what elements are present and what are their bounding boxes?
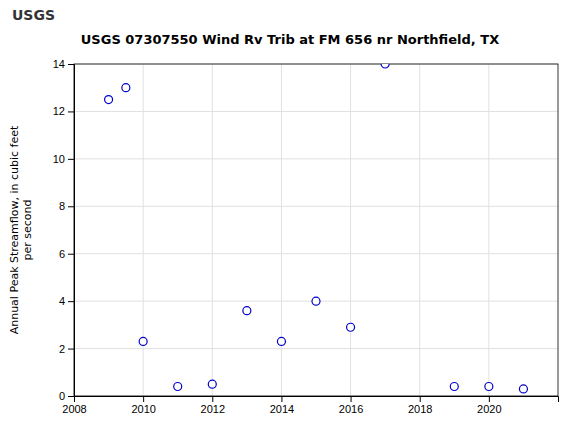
x-tick-mark [351, 396, 352, 402]
point [105, 96, 113, 104]
x-tick: 2014 [270, 396, 294, 415]
grid-line-y [74, 158, 558, 159]
point [312, 297, 320, 305]
grid-line-x [212, 64, 213, 396]
y-tick: 6 [59, 248, 74, 260]
grid-line-x [419, 64, 420, 396]
x-tick: 2010 [131, 396, 155, 415]
y-tick-label: 4 [59, 295, 65, 307]
y-tick-label: 2 [59, 343, 65, 355]
grid-line-x [350, 64, 351, 396]
point [277, 337, 285, 345]
grid-line-x [281, 64, 282, 396]
y-tick-label: 0 [59, 390, 65, 402]
x-tick-mark [212, 396, 213, 402]
point [450, 383, 458, 391]
x-tick: 2012 [201, 396, 225, 415]
title: USGS 07307550 Wind Rv Trib at FM 656 nr … [81, 32, 499, 47]
point [122, 84, 130, 92]
y-tick-label: 14 [53, 58, 65, 70]
y-tick-mark [68, 349, 74, 350]
points [105, 64, 528, 393]
x-tick: 2018 [408, 396, 432, 415]
x-tick-label: 2010 [131, 403, 155, 415]
y-tick: 14 [53, 58, 74, 70]
y-tick-mark [68, 206, 74, 207]
y-tick: 10 [53, 153, 74, 165]
x-tick: 2016 [339, 396, 363, 415]
chart: USGS USGS 07307550 Wind Rv Trib at FM 656… [0, 0, 580, 430]
grid-line-y [74, 253, 558, 254]
x-tick-label: 2018 [408, 403, 432, 415]
x-tick-mark [281, 396, 282, 402]
x-tick-label: 2014 [270, 403, 294, 415]
point [381, 64, 389, 68]
x-tick-label: 2008 [62, 403, 86, 415]
x-tick-mark [420, 396, 421, 402]
y-tick-mark [68, 301, 74, 302]
y-tick-label: 6 [59, 248, 65, 260]
grid-line-x [488, 64, 489, 396]
y-axis: 0 2 4 6 8 10 12 14 [53, 58, 75, 402]
point [139, 337, 147, 345]
x-tick-label: 2020 [477, 403, 501, 415]
x-axis-line [75, 397, 559, 403]
y-tick-label: 12 [53, 105, 65, 117]
x-tick: 2008 [62, 396, 86, 415]
grid-line-y [74, 206, 558, 207]
point [519, 385, 527, 393]
x-tick-label: 2012 [201, 403, 225, 415]
y-tick: 12 [53, 105, 74, 117]
plot-area: 2008 2010 2012 2014 2016 2018 2020 0 2 4 6 8 10 12 14 [53, 58, 559, 415]
y-tick-mark [68, 159, 74, 160]
x-tick-label: 2016 [339, 403, 363, 415]
y-tick-mark [68, 254, 74, 255]
x-axis: 2008 2010 2012 2014 2016 2018 2020 [62, 396, 558, 415]
annotation: USGS [12, 7, 55, 23]
grid [74, 64, 558, 396]
y-tick-label: 8 [59, 200, 65, 212]
x-tick-mark [143, 396, 144, 402]
y-tick: 4 [59, 295, 74, 307]
grid-line-x [143, 64, 144, 396]
y-tick: 8 [59, 200, 74, 212]
point [243, 307, 251, 315]
grid-line-y [74, 111, 558, 112]
x-tick: 2020 [477, 396, 501, 415]
y-tick: 2 [59, 343, 74, 355]
x-tick-mark [489, 396, 490, 402]
y-axis-line [68, 65, 75, 397]
y-tick: 0 [59, 390, 74, 402]
point [485, 383, 493, 391]
point [347, 323, 355, 331]
y-axis-label: Annual Peak Streamflow, in cubic feetper… [8, 125, 34, 334]
grid-line-y [74, 348, 558, 349]
y-tick-label: 10 [53, 153, 65, 165]
point [208, 380, 216, 388]
plot-frame [74, 64, 558, 396]
point [174, 383, 182, 391]
y-tick-mark [68, 64, 74, 65]
y-tick-mark [68, 111, 74, 112]
y-tick-mark [68, 396, 74, 397]
